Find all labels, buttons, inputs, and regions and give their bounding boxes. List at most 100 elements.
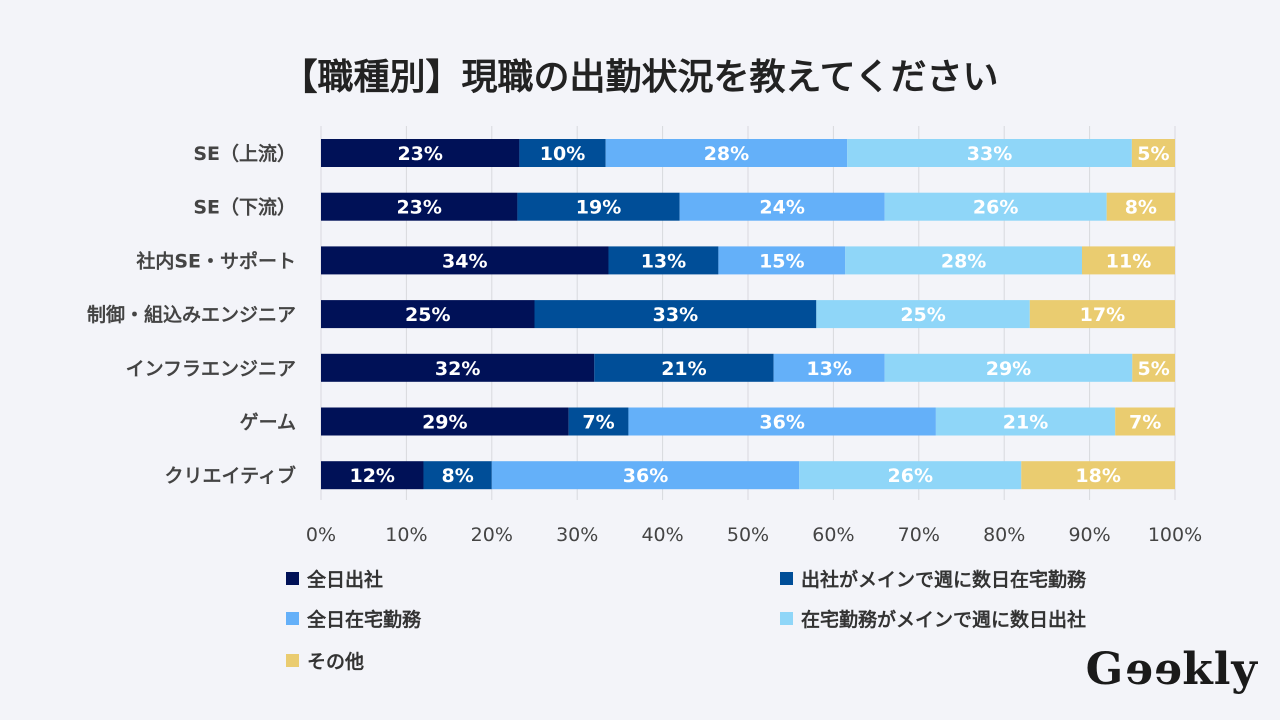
category-label: SE（下流）	[193, 196, 296, 219]
data-label: 15%	[759, 250, 804, 272]
bar-segment	[628, 407, 936, 436]
legend-label: その他	[307, 651, 365, 673]
data-label: 23%	[397, 143, 442, 165]
data-label: 23%	[396, 197, 441, 219]
x-tick-label: 60%	[812, 524, 854, 546]
bar-segment	[605, 139, 848, 167]
x-tick-label: 70%	[898, 524, 940, 546]
x-tick-label: 40%	[641, 524, 683, 546]
data-label: 8%	[442, 465, 474, 487]
x-tick-label: 50%	[727, 524, 769, 546]
legend-label: 全日出社	[307, 569, 384, 591]
legend-item: 全日在宅勤務	[286, 605, 421, 632]
data-label: 17%	[1080, 304, 1125, 326]
chart-title: 【職種別】現職の出勤状況を教えてください	[281, 57, 999, 98]
legend-item: 全日出社	[286, 565, 383, 592]
bar-segment	[1029, 300, 1175, 329]
legend-item: 出社がメインで週に数日在宅勤務	[780, 565, 1086, 592]
data-label: 21%	[661, 358, 706, 380]
bar-segment	[321, 300, 535, 329]
data-label: 33%	[967, 143, 1012, 165]
data-label: 8%	[1125, 197, 1157, 219]
bar-segment	[1021, 461, 1175, 490]
bar-segment	[1081, 246, 1175, 275]
bar-segment	[321, 246, 609, 275]
data-label: 29%	[986, 358, 1031, 380]
x-tick-label: 80%	[983, 524, 1025, 546]
legend-label: 出社がメインで週に数日在宅勤務	[801, 569, 1087, 591]
data-label: 5%	[1137, 143, 1169, 165]
bar-segment	[816, 300, 1030, 329]
data-label: 7%	[1129, 412, 1161, 434]
data-label: 18%	[1075, 465, 1120, 487]
category-label: クリエイティブ	[165, 464, 296, 487]
bar-segment	[884, 192, 1107, 221]
data-label: 19%	[576, 197, 621, 219]
data-label: 28%	[704, 143, 749, 165]
bar-segment	[608, 246, 719, 275]
data-label: 12%	[349, 465, 394, 487]
legend-item: その他	[286, 647, 364, 674]
geekly-logo: Geekly	[1085, 644, 1258, 695]
x-tick-label: 20%	[471, 524, 513, 546]
x-tick-label: 100%	[1148, 524, 1202, 546]
data-label: 26%	[973, 197, 1018, 219]
x-tick-label: 90%	[1068, 524, 1110, 546]
data-label: 11%	[1106, 250, 1151, 272]
legend-label: 在宅勤務がメインで週に数日出社	[801, 609, 1087, 631]
category-label: 社内SE・サポート	[135, 249, 296, 272]
bar-segment	[534, 300, 817, 329]
data-label: 10%	[540, 143, 585, 165]
bar-segment	[517, 192, 680, 221]
data-label: 5%	[1138, 358, 1170, 380]
data-label: 13%	[806, 358, 851, 380]
data-label: 28%	[941, 250, 986, 272]
legend-swatch	[286, 654, 299, 667]
bar-segment	[1131, 139, 1175, 167]
bar-segment	[321, 139, 520, 167]
bar-segment	[594, 353, 774, 382]
data-label: 32%	[435, 358, 480, 380]
legend-swatch	[286, 612, 299, 625]
data-label: 25%	[900, 304, 945, 326]
bar-segment	[321, 461, 424, 490]
legend-item: 在宅勤務がメインで週に数日出社	[780, 605, 1086, 632]
data-label: 34%	[442, 250, 487, 272]
bar-segment	[1115, 407, 1175, 436]
category-label: SE（上流）	[193, 142, 296, 165]
bar-segment	[321, 192, 518, 221]
bar-segment	[519, 139, 606, 167]
data-label: 25%	[405, 304, 450, 326]
bar-segment	[568, 407, 629, 436]
data-label: 7%	[582, 412, 614, 434]
data-label: 36%	[759, 412, 804, 434]
legend-swatch	[286, 572, 299, 585]
data-label: 36%	[623, 465, 668, 487]
x-tick-label: 10%	[385, 524, 427, 546]
legend-swatch	[780, 572, 793, 585]
category-label: 制御・組込みエンジニア	[87, 303, 296, 326]
legend-label: 全日在宅勤務	[307, 609, 422, 631]
data-label: 33%	[653, 304, 698, 326]
bar-segment	[773, 353, 885, 382]
bar-segment	[1132, 353, 1175, 382]
bar-segment	[1106, 192, 1175, 221]
bar-segment	[718, 246, 846, 275]
category-label: ゲーム	[240, 412, 296, 434]
data-label: 13%	[641, 250, 686, 272]
bar-segment	[847, 139, 1132, 167]
data-label: 26%	[888, 465, 933, 487]
legend-swatch	[780, 612, 793, 625]
x-tick-label: 0%	[306, 524, 336, 546]
x-tick-label: 30%	[556, 524, 598, 546]
bar-segment	[799, 461, 1022, 490]
data-label: 29%	[422, 412, 467, 434]
bar-segment	[321, 353, 595, 382]
data-label: 24%	[759, 197, 804, 219]
bar-segment	[679, 192, 885, 221]
bar-segment	[935, 407, 1116, 436]
bar-segment	[845, 246, 1082, 275]
data-label: 21%	[1003, 412, 1048, 434]
bar-segment	[423, 461, 492, 490]
